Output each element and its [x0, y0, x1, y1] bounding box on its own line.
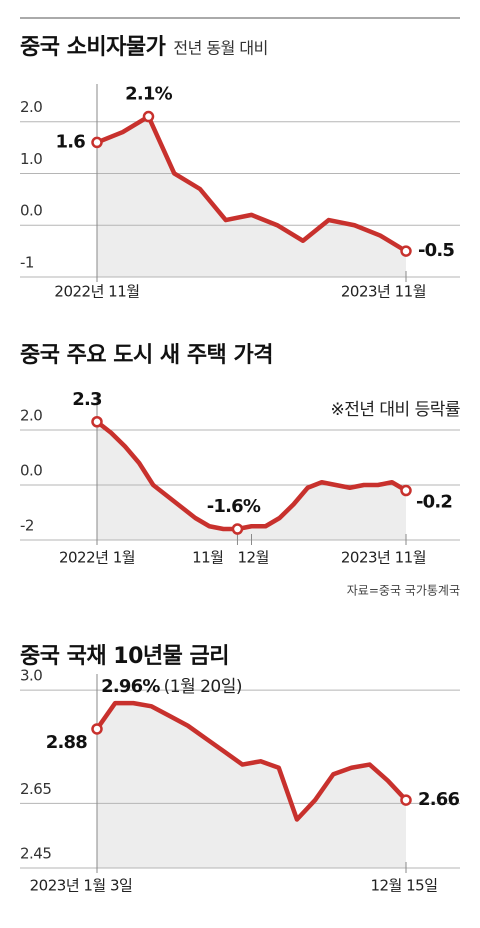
y-tick-label: 0.0: [20, 462, 42, 480]
data-label: -1.6%: [207, 496, 261, 517]
point: [231, 523, 244, 535]
x-tick-label: 2023년 11월: [341, 549, 426, 567]
point: [400, 484, 412, 497]
point: [91, 723, 103, 735]
y-tick-label: 2.65: [20, 780, 51, 798]
chart-subtitle: 전년 동월 대비: [173, 39, 268, 58]
y-tick-label: 1.0: [20, 150, 42, 168]
y-tick-label: -1: [20, 254, 34, 272]
data-label: -0.5: [418, 240, 454, 261]
x-tick-label: 2022년 11월: [54, 283, 139, 301]
data-label: 2.88: [46, 732, 87, 753]
chart-title: 중국 소비자물가: [20, 35, 166, 60]
point: [91, 416, 103, 428]
area: [97, 703, 406, 868]
source: 자료=중국 국가통계국: [347, 584, 460, 598]
annotation: (1월 20일): [164, 677, 242, 697]
point: [142, 110, 155, 123]
point: [400, 794, 412, 806]
chart-title: 중국 주요 도시 새 주택 가격: [20, 343, 273, 368]
point: [91, 136, 103, 149]
data-label: 2.1%: [125, 84, 172, 105]
annotation: ※전년 대비 등락률: [330, 400, 460, 420]
y-tick-label: 3.0: [20, 667, 42, 685]
x-tick-label: 2023년 11월: [341, 283, 426, 301]
x-tick-label: 12월 15일: [370, 877, 437, 895]
y-tick-label: -2: [20, 517, 34, 535]
y-tick-label: 2.0: [20, 98, 42, 116]
y-tick-label: 2.0: [20, 407, 42, 425]
y-tick-label: 2.45: [20, 845, 51, 863]
line: [94, 419, 409, 532]
chart-title: 중국 국채 10년물 금리: [20, 644, 229, 669]
data-label: -0.2: [416, 492, 452, 513]
x-tick-label: 12월: [238, 549, 269, 567]
x-tick-label: 11월: [192, 549, 223, 567]
x-tick-label: 2022년 1월: [59, 549, 135, 567]
area: [97, 421, 406, 540]
line: [94, 700, 409, 822]
y-tick-label: 0.0: [20, 202, 42, 220]
data-label: 2.96%: [101, 676, 160, 697]
data-label: 2.66: [418, 789, 459, 810]
area: [97, 116, 406, 277]
x-tick-label: 2023년 1월 3일: [30, 877, 133, 895]
data-label: 1.6: [56, 131, 86, 152]
point: [400, 245, 412, 257]
data-label: 2.3: [72, 389, 102, 410]
